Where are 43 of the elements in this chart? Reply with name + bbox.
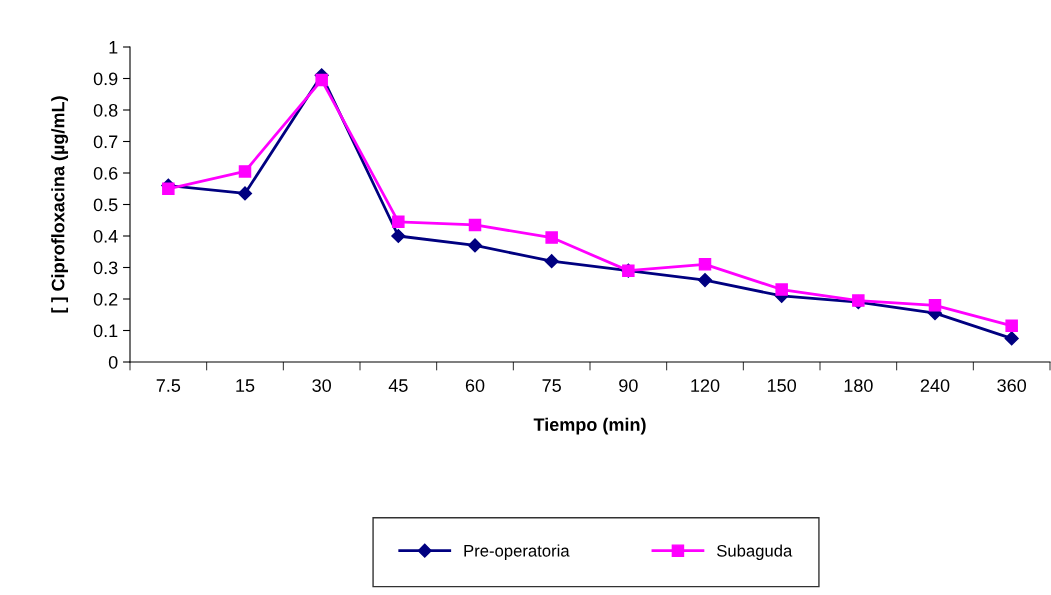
- point: [315, 73, 328, 87]
- point: [928, 299, 942, 312]
- y-tick-label: 0.8: [93, 103, 118, 117]
- y-tick-label: 0.1: [93, 324, 118, 338]
- point: [238, 165, 252, 178]
- y-axis-title: [ ] Ciprofloxacina (µg/mL): [51, 96, 69, 313]
- y-tick-label: 0.3: [93, 261, 118, 275]
- x-tick-label: 15: [236, 379, 255, 392]
- x-tick-label: 90: [619, 379, 638, 392]
- point: [698, 258, 712, 271]
- x-axis-title: Tiempo (min): [533, 417, 646, 435]
- y-tick-label: 1: [109, 41, 118, 54]
- x-tick-label: 150: [767, 379, 797, 392]
- legend-label: Subaguda: [717, 544, 793, 560]
- y-tick-label: 0.9: [93, 72, 118, 86]
- y-tick-label: 0.4: [93, 229, 118, 243]
- x-tick-label: 240: [920, 379, 950, 392]
- point: [392, 215, 405, 229]
- legend-label: Pre-operatoria: [464, 544, 570, 560]
- point: [545, 231, 558, 244]
- x-tick-label: 75: [542, 379, 561, 392]
- point: [1004, 331, 1019, 346]
- x-tick-label: 60: [465, 379, 485, 392]
- point: [1005, 319, 1018, 333]
- y-tick-label: 0.5: [93, 198, 118, 212]
- point: [697, 273, 713, 288]
- point: [544, 254, 559, 269]
- point: [162, 182, 175, 196]
- x-tick-label: 30: [312, 379, 331, 392]
- point: [467, 238, 483, 253]
- x-tick-label: 7.5: [156, 379, 181, 392]
- x-tick-label: 180: [844, 379, 873, 392]
- point: [237, 186, 253, 201]
- y-tick-label: 0.2: [93, 292, 118, 306]
- x-tick-label: 45: [388, 379, 408, 392]
- x-tick-label: 120: [691, 379, 720, 392]
- y-tick-label: 0.6: [93, 166, 118, 180]
- point: [775, 283, 788, 296]
- x-tick-label: 360: [997, 379, 1027, 392]
- point: [391, 228, 406, 244]
- y-tick-label: 0: [108, 355, 118, 369]
- point: [468, 218, 482, 232]
- y-tick-label: 0.7: [93, 135, 118, 149]
